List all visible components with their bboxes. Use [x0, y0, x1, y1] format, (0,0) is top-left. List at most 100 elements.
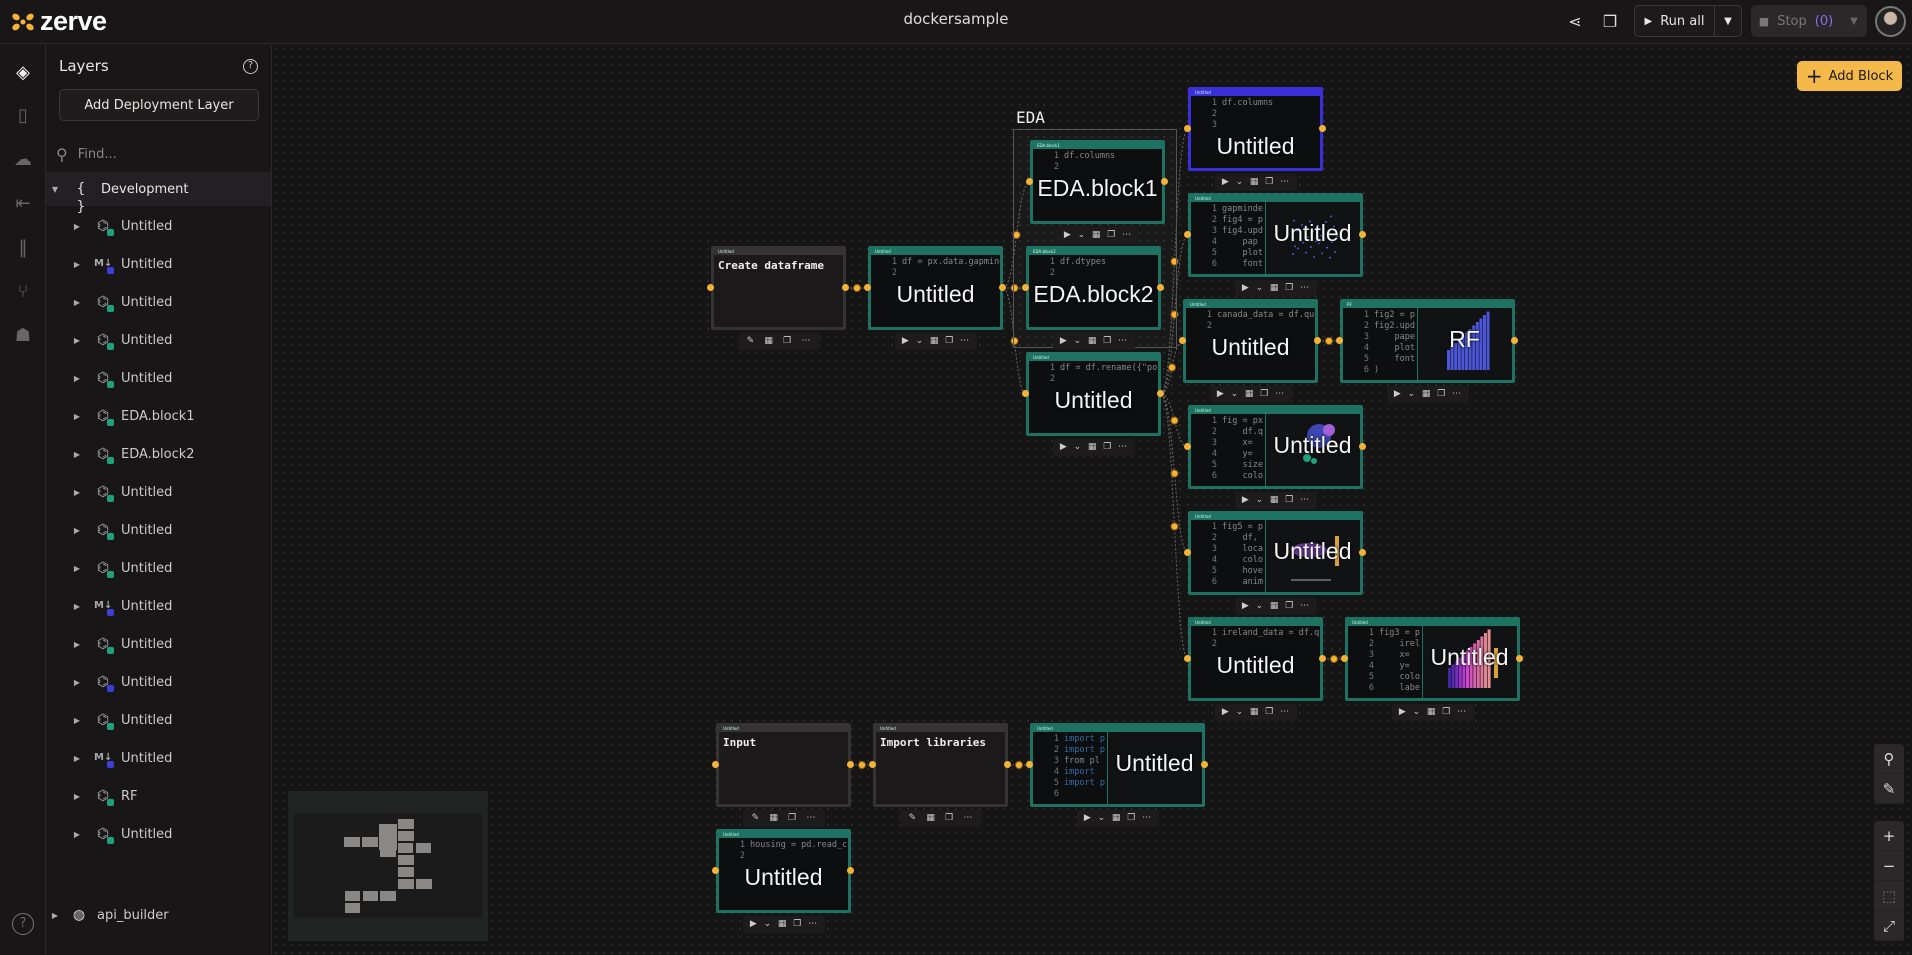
layout-icon[interactable]: ▦: [1087, 336, 1097, 346]
port-left[interactable]: [1026, 178, 1033, 185]
more-icon[interactable]: ⋯: [1275, 389, 1285, 399]
code-block[interactable]: RF 1 fig2 = p 2 fig2.upd 3 pape 4 plot 5 font 6)…: [1340, 299, 1515, 383]
more-icon[interactable]: ⋯: [1118, 336, 1128, 346]
edge-handle[interactable]: [1168, 363, 1176, 372]
run-all-button[interactable]: ▶ Run all ▼: [1634, 5, 1742, 37]
layout-icon[interactable]: ▦: [929, 336, 939, 346]
caret-right-icon[interactable]: ▶: [73, 563, 81, 573]
layout-icon[interactable]: ▦: [1111, 813, 1121, 823]
stop-button[interactable]: ■ Stop (0) ▼: [1751, 5, 1867, 37]
code-block[interactable]: Untitled 1 fig = px 2 df.q 3 x= 4 y= 5 size 6 c…: [1188, 405, 1363, 489]
more-icon[interactable]: ⋯: [1452, 389, 1462, 399]
run-icon[interactable]: ▶: [1221, 177, 1229, 187]
caret-down-icon[interactable]: ▼: [51, 184, 59, 194]
more-icon[interactable]: ⋯: [801, 336, 811, 346]
caret-right-icon[interactable]: ▶: [73, 373, 81, 383]
run-options-dropdown[interactable]: ▼: [1724, 15, 1732, 27]
git-branch-icon[interactable]: ⑂: [17, 281, 29, 302]
find-field[interactable]: ⚲: [56, 143, 261, 165]
tree-item[interactable]: ▶ ⌬ Untitled: [46, 665, 271, 699]
run-icon[interactable]: ▶: [1241, 283, 1249, 293]
caret-right-icon[interactable]: ▶: [73, 411, 81, 421]
port-left[interactable]: [1184, 549, 1191, 556]
layout-icon[interactable]: ▦: [1421, 389, 1431, 399]
layout-icon[interactable]: ▦: [769, 813, 778, 823]
edit-icon[interactable]: ✎: [751, 813, 760, 823]
port-left[interactable]: [1184, 443, 1191, 450]
edit-icon[interactable]: ✎: [746, 336, 755, 346]
code-editor[interactable]: 1 df = df.rename({"pop" 2: [1029, 361, 1158, 385]
chevron-down-icon[interactable]: ⌄: [763, 919, 772, 929]
chevron-down-icon[interactable]: ⌄: [1407, 389, 1416, 399]
tree-item[interactable]: ▶ ⌬ Untitled: [46, 513, 271, 547]
layout-icon[interactable]: ▦: [1244, 389, 1254, 399]
robot-icon[interactable]: ☗: [14, 325, 32, 346]
edge-handle[interactable]: [1170, 522, 1179, 531]
tree-item[interactable]: ▶ ⌬ Untitled: [46, 817, 271, 851]
stop-options-dropdown[interactable]: ▼: [1850, 15, 1858, 27]
more-icon[interactable]: ⋯: [808, 919, 818, 929]
tree-development[interactable]: ▼ { } Development: [46, 172, 271, 215]
caret-right-icon[interactable]: ▶: [73, 221, 81, 231]
edit-icon[interactable]: ✎: [908, 813, 917, 823]
chevron-down-icon[interactable]: ⌄: [1230, 389, 1239, 399]
comments-icon[interactable]: ❐: [1602, 12, 1618, 31]
minimap-viewport[interactable]: [294, 814, 482, 918]
layout-icon[interactable]: ▦: [777, 919, 787, 929]
more-icon[interactable]: ⋯: [1122, 230, 1132, 240]
more-icon[interactable]: ⋯: [1300, 495, 1310, 505]
code-editor[interactable]: 1 df = px.data.gapminde 2: [871, 255, 1000, 279]
port-right[interactable]: [847, 761, 854, 768]
caret-right-icon[interactable]: ▶: [73, 639, 81, 649]
markdown-block[interactable]: Untitled Import libraries: [873, 723, 1008, 807]
port-left[interactable]: [1184, 125, 1191, 132]
port-left[interactable]: [1179, 337, 1186, 344]
tree-item[interactable]: ▶ M↓ Untitled: [46, 589, 271, 623]
comment-icon[interactable]: ❐: [1127, 813, 1136, 823]
code-editor[interactable]: 1 ireland_data = df.que 2: [1191, 626, 1320, 650]
chevron-down-icon[interactable]: ⌄: [1255, 601, 1264, 611]
code-block[interactable]: EDA.block2 1 df.dtypes 2 EDA.block2: [1026, 246, 1161, 330]
code-editor[interactable]: 1 fig2 = p 2 fig2.upd 3 pape 4 plot 5 font 6): [1343, 308, 1512, 376]
chevron-down-icon[interactable]: ⌄: [1235, 707, 1244, 717]
port-right[interactable]: [842, 284, 849, 291]
fit-view-icon[interactable]: ⤢: [1874, 911, 1904, 941]
more-icon[interactable]: ⋯: [960, 336, 970, 346]
docker-icon[interactable]: ☁: [14, 149, 32, 170]
port-left[interactable]: [869, 761, 876, 768]
caret-right-icon[interactable]: ▶: [73, 335, 81, 345]
code-editor[interactable]: 1 housing = pd.read_csv 2: [719, 838, 848, 862]
port-left[interactable]: [712, 867, 719, 874]
code-block[interactable]: Untitled 1 ireland_data = df.que 2 Untitled: [1188, 617, 1323, 701]
caret-right-icon[interactable]: ▶: [73, 259, 81, 269]
tree-item[interactable]: ▶ ⌬ Untitled: [46, 209, 271, 243]
comment-icon[interactable]: ❐: [1265, 177, 1274, 187]
more-icon[interactable]: ⋯: [1280, 177, 1290, 187]
code-block[interactable]: Untitled 1 df.columns 2 3 Untitled: [1188, 87, 1323, 171]
run-icon[interactable]: ▶: [1216, 389, 1224, 399]
brush-icon[interactable]: ✎: [1874, 774, 1904, 804]
tree-api-builder[interactable]: ▶ ◍ api_builder: [46, 898, 271, 932]
connection-edge[interactable]: [1002, 287, 1027, 395]
chevron-down-icon[interactable]: ⌄: [1235, 177, 1244, 187]
port-left[interactable]: [1184, 655, 1191, 662]
port-right[interactable]: [1359, 549, 1366, 556]
caret-right-icon[interactable]: ▶: [73, 677, 81, 687]
file-icon[interactable]: ▯: [18, 105, 28, 126]
port-right[interactable]: [1359, 443, 1366, 450]
layout-icon[interactable]: ▦: [1269, 283, 1279, 293]
edge-handle[interactable]: [1170, 469, 1179, 478]
chevron-down-icon[interactable]: ⌄: [1255, 283, 1264, 293]
comment-icon[interactable]: ❐: [783, 336, 792, 346]
code-editor[interactable]: 1 import p 2 import p 3 from pl 4 import 5 import…: [1033, 732, 1202, 800]
add-deployment-layer-button[interactable]: Add Deployment Layer: [59, 89, 259, 121]
tree-item[interactable]: ▶ M↓ Untitled: [46, 247, 271, 281]
tree-item[interactable]: ▶ ⌬ EDA.block2: [46, 437, 271, 471]
edge-handle[interactable]: [1325, 337, 1333, 345]
code-editor[interactable]: 1 gapminde 2 fig4 = p 3 fig4.upd 4 pap 5 plot 6 …: [1191, 202, 1360, 270]
chevron-down-icon[interactable]: ⌄: [1073, 336, 1082, 346]
layers-icon[interactable]: ◈: [16, 62, 30, 83]
more-icon[interactable]: ⋯: [806, 813, 816, 823]
